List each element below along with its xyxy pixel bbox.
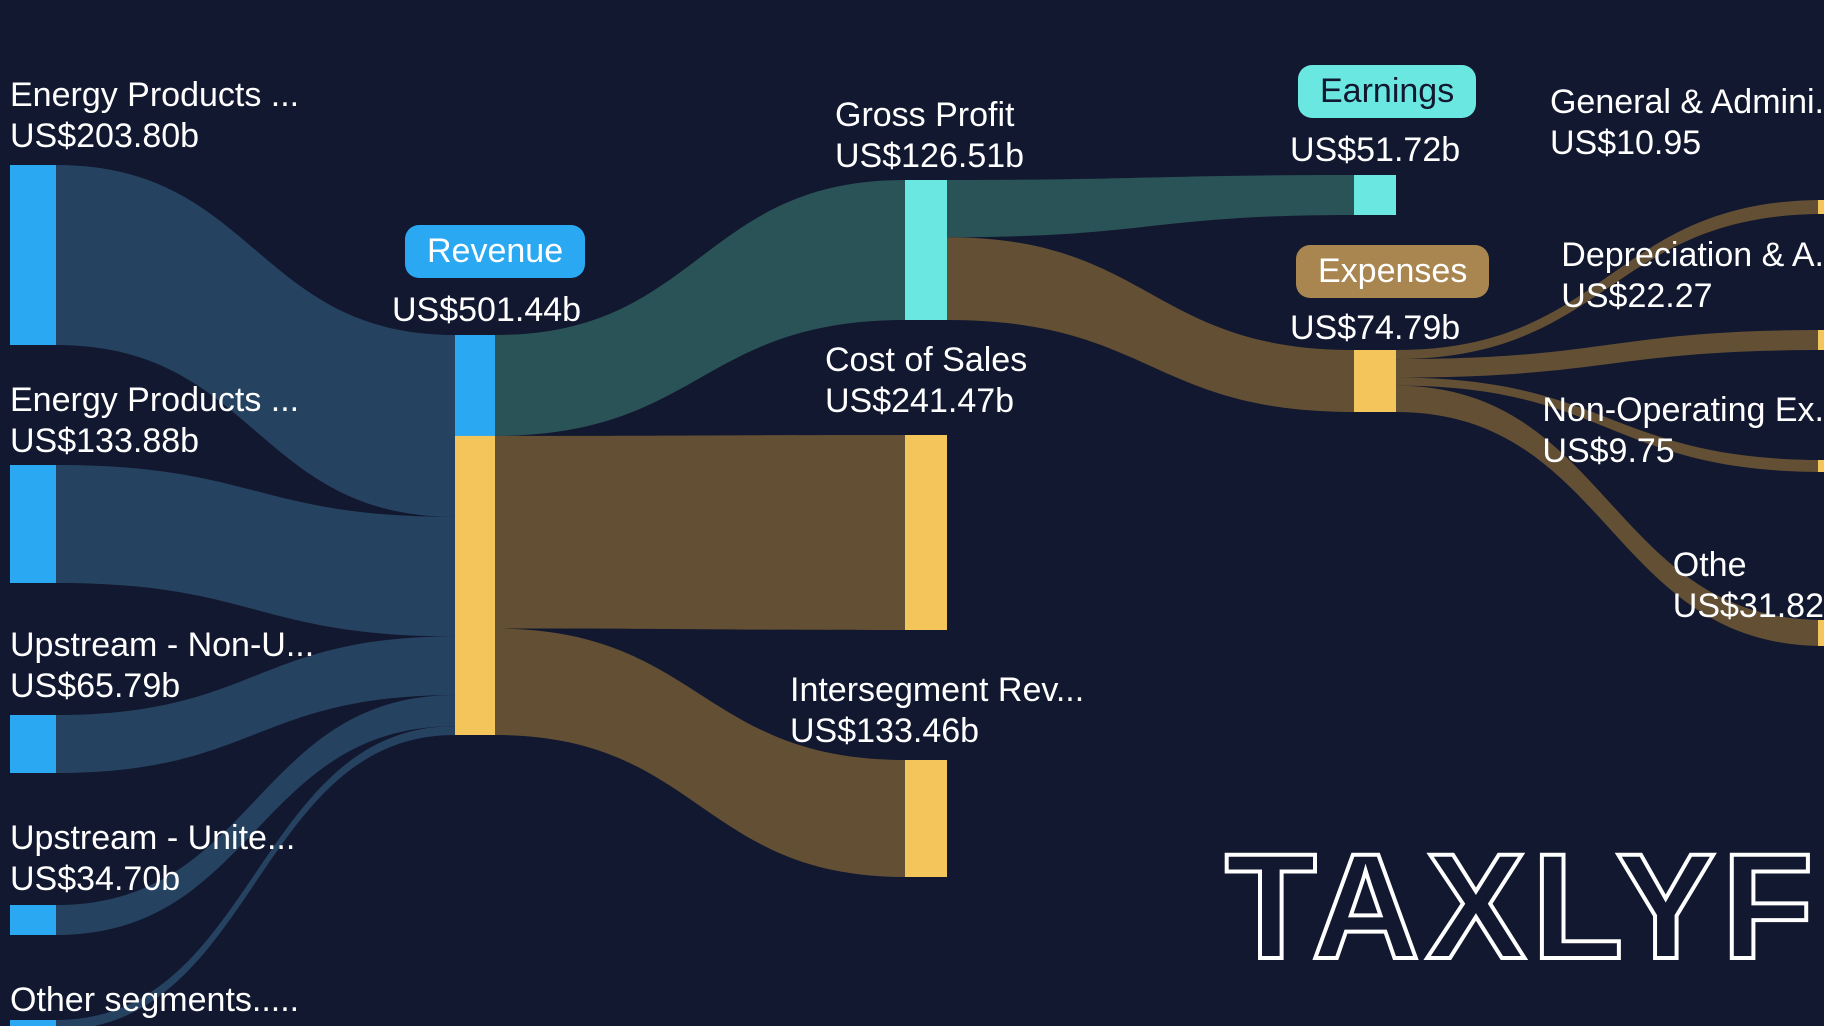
expense-branch-label-0: General & Admini.US$10.95 [1550,82,1824,164]
gross-profit-label: Gross ProfitUS$126.51b [835,95,1024,177]
source-label-4: Other segments..... [10,980,299,1021]
source-label-1: Energy Products ...US$133.88b [10,380,299,462]
expenses: Expenses [1296,245,1489,298]
expense-branch-label-3: OtheUS$31.82 [1673,545,1824,627]
cost-of-sales-label: Cost of SalesUS$241.47b [825,340,1027,422]
source-node-1 [10,465,56,583]
source-label-3: Upstream - Unite...US$34.70b [10,818,295,900]
flow-source-0 [56,165,455,517]
earnings-pill: Earnings [1298,65,1476,118]
source-label-2: Upstream - Non-U...US$65.79b [10,625,314,707]
revenue-node-lower [455,436,495,735]
source-node-0 [10,165,56,345]
expense-branch-label-2: Non-Operating Ex.US$9.75 [1542,390,1824,472]
gross-profit-node [905,180,947,320]
source-node-4 [10,1020,56,1026]
revenue: Revenue [405,225,585,278]
watermark-logo: TAXLYF [1225,820,1819,993]
expense-branch-node-1 [1818,330,1824,350]
expenses-pill: Expenses [1296,245,1489,298]
source-node-3 [10,905,56,935]
flow-gp-earn [947,175,1354,237]
flow-rev-inter [495,629,905,877]
expenses-node [1354,350,1396,412]
expenses-value: US$74.79b [1290,308,1460,349]
intersegment-label: Intersegment Rev...US$133.46b [790,670,1084,752]
expense-branch-label-1: Depreciation & A.US$22.27 [1561,235,1824,317]
sankey-stage: Energy Products ...US$203.80b Energy Prod… [0,0,1824,1026]
intersegment-node [905,760,947,877]
cost-of-sales-node [905,435,947,630]
revenue-value: US$501.44b [392,290,581,331]
flow-rev-cos [495,435,905,630]
earnings-value: US$51.72b [1290,130,1460,171]
earnings-node [1354,175,1396,215]
revenue-pill: Revenue [405,225,585,278]
expense-branch-node-0 [1818,200,1824,214]
source-node-2 [10,715,56,773]
earnings: Earnings [1298,65,1476,118]
source-label-0: Energy Products ...US$203.80b [10,75,299,157]
